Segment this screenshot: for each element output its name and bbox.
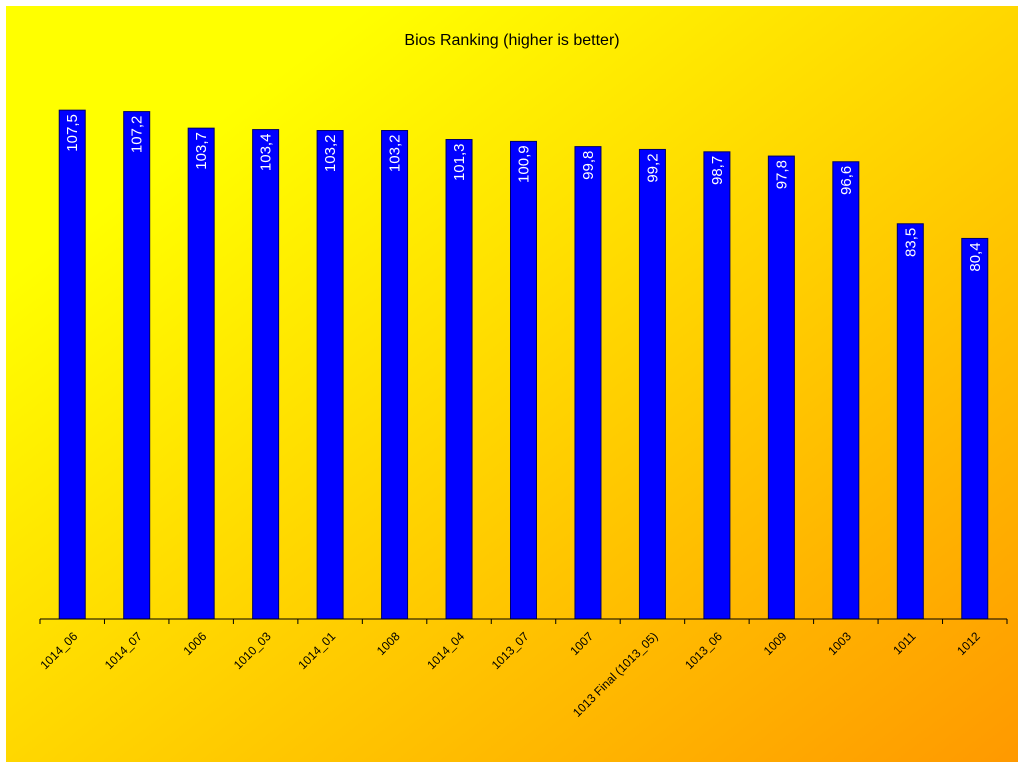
x-axis — [39, 618, 1008, 624]
bar-value-label: 99,2 — [644, 153, 661, 182]
bar-value-label: 103,4 — [258, 134, 275, 172]
bar — [703, 151, 731, 620]
bar-value-label: 97,8 — [773, 160, 790, 189]
bar — [896, 223, 924, 620]
value-labels-group: 107,5 107,2 103,7 103,4 103,2 103,2 101,3 100,9… — [64, 114, 984, 271]
chart-container: Bios Ranking (higher is better) 107,5 107… — [6, 6, 1018, 762]
bar — [574, 146, 602, 620]
bar-value-label: 96,6 — [838, 166, 855, 195]
bar — [767, 155, 795, 620]
bar — [316, 130, 344, 620]
bar-value-label: 107,2 — [129, 116, 146, 154]
chart-title: Bios Ranking (higher is better) — [404, 32, 619, 49]
bar-value-label: 103,2 — [322, 135, 339, 173]
bar — [961, 237, 989, 620]
bar — [58, 109, 86, 620]
bar-value-label: 99,8 — [580, 151, 597, 180]
bar-chart: Bios Ranking (higher is better) 107,5 107… — [6, 6, 1018, 762]
bars-group — [58, 109, 989, 620]
bar — [510, 140, 537, 620]
bar — [832, 161, 860, 620]
bar-value-label: 103,2 — [387, 135, 404, 173]
bar — [123, 111, 151, 620]
bar-value-label: 83,5 — [902, 228, 919, 257]
bar-value-label: 107,5 — [64, 114, 81, 152]
bar-value-label: 100,9 — [516, 145, 533, 183]
bar-value-label: 103,7 — [193, 132, 210, 170]
bar — [638, 148, 666, 620]
bar-value-label: 101,3 — [451, 144, 468, 182]
bar — [381, 130, 409, 620]
bar-value-label: 98,7 — [709, 156, 726, 185]
bar — [445, 139, 473, 620]
bar — [252, 129, 280, 620]
bar-value-label: 80,4 — [967, 242, 984, 271]
bar — [187, 127, 215, 620]
